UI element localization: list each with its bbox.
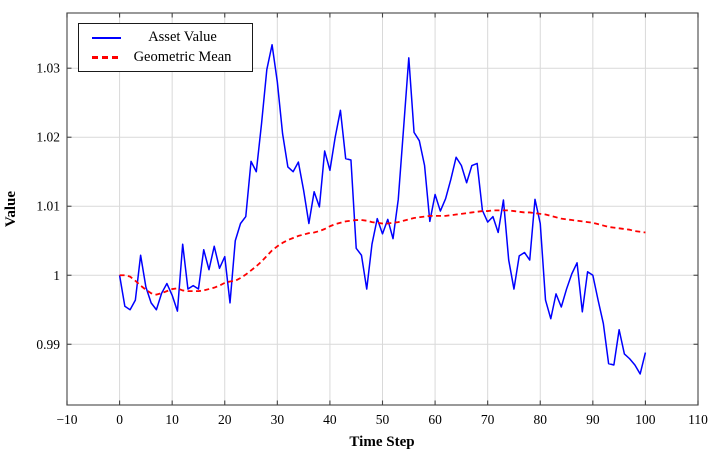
x-tick-label: 10 <box>165 412 179 427</box>
asset-value-line <box>118 44 647 375</box>
legend-label-asset-value: Asset Value <box>148 29 217 45</box>
y-tick-label: 1 <box>53 268 60 283</box>
geometric-mean-line <box>119 209 646 296</box>
x-tick-label: 70 <box>481 412 495 427</box>
y-tick-label: 1.02 <box>36 130 60 145</box>
x-tick-label: 110 <box>688 412 708 427</box>
x-tick-label: 30 <box>271 412 285 427</box>
geometric-mean-line-sample <box>92 56 121 59</box>
y-tick-label: 0.99 <box>36 337 60 352</box>
legend-label-geometric-mean: Geometric Mean <box>133 49 232 65</box>
y-axis-label: Value <box>3 191 19 227</box>
x-tick-label: −10 <box>56 412 77 427</box>
x-tick-label: 60 <box>428 412 442 427</box>
legend-item-asset-value: Asset Value <box>92 29 244 46</box>
x-axis-label: Time Step <box>349 434 414 450</box>
x-tick-label: 0 <box>116 412 123 427</box>
x-tick-label: 40 <box>323 412 337 427</box>
x-tick-label: 20 <box>218 412 232 427</box>
plot-area: −10 0 10 20 30 40 50 60 70 80 90 100 110 0.99 1 1.01 1.0… <box>36 12 708 427</box>
x-tick-label: 100 <box>635 412 656 427</box>
y-tick-label: 1.03 <box>36 61 60 76</box>
y-tick-label: 1.01 <box>36 199 60 214</box>
x-tick-label: 90 <box>586 412 600 427</box>
legend-item-geometric-mean: Geometric Mean <box>92 49 244 66</box>
asset-value-line-sample <box>92 36 121 39</box>
x-tick-label: 50 <box>376 412 390 427</box>
x-tick-label: 80 <box>534 412 548 427</box>
legend: Asset Value Geometric Mean <box>78 23 253 72</box>
